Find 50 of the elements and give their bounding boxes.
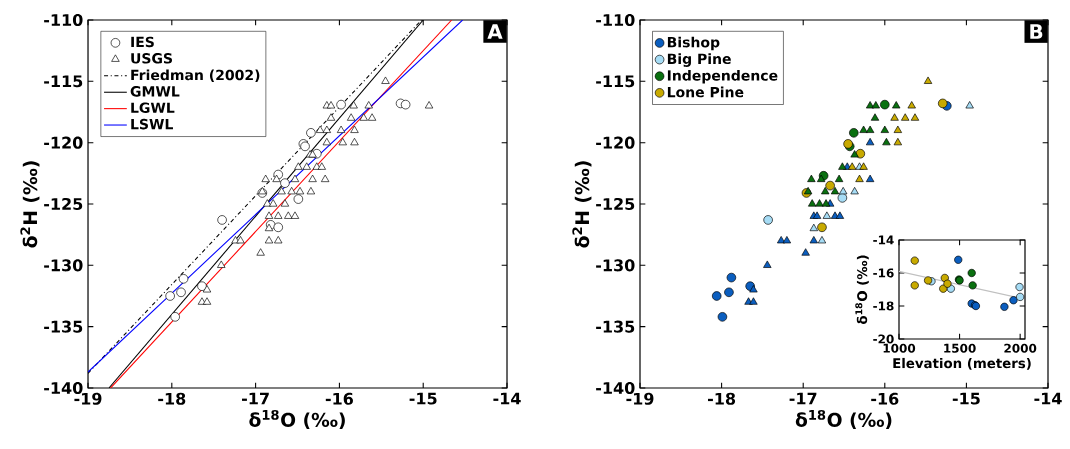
- x-tick-label: -18: [158, 392, 186, 405]
- y-tick-label: -130: [596, 259, 635, 272]
- x-tick-label: -15: [409, 392, 437, 405]
- legend-label: IES: [131, 36, 154, 48]
- y-tick-label: -135: [44, 320, 83, 333]
- y-tick-label: -20: [873, 334, 894, 344]
- legend-label: Lone Pine: [667, 86, 744, 98]
- x-tick-label: -18: [708, 392, 736, 405]
- y-tick-label: -125: [44, 197, 83, 211]
- y-tick-label: -110: [596, 13, 635, 27]
- legend-label: GMWL: [130, 86, 180, 97]
- legend-label: USGS: [131, 53, 173, 64]
- y-tick-label: -130: [44, 259, 83, 272]
- y-tick-label: -140: [44, 381, 83, 395]
- y-tick-label: -120: [596, 136, 635, 149]
- legend-label: LSWL: [131, 118, 173, 130]
- x-tick-label: -17: [789, 392, 817, 405]
- x-tick-label: 1500: [944, 343, 976, 353]
- x-tick-label: -17: [242, 392, 269, 405]
- y-axis-title: δ$^{2}$H (‰): [572, 161, 592, 248]
- legend-label: LGWL: [131, 102, 175, 114]
- annotation: A: [487, 24, 503, 39]
- y-tick-label: -140: [596, 381, 635, 395]
- annotation: B: [1030, 24, 1043, 39]
- legend-label: Big Pine: [667, 53, 731, 67]
- x-tick-label: -15: [952, 392, 980, 405]
- legend-label: Independence: [667, 69, 778, 84]
- x-tick-label: -16: [325, 392, 353, 405]
- legend-label: Bishop: [667, 36, 720, 51]
- y-axis-title: δ$^{18}$O (‰): [855, 255, 869, 324]
- x-axis-title: δ$^{18}$O (‰): [249, 409, 345, 430]
- x-tick-label: -19: [74, 392, 102, 405]
- y-tick-label: -18: [873, 301, 894, 311]
- y-tick-label: -115: [596, 75, 635, 88]
- y-tick-label: -14: [873, 235, 894, 245]
- x-axis-title: δ$^{18}$O (‰): [795, 409, 892, 430]
- x-tick-label: 2000: [1004, 343, 1037, 353]
- y-tick-label: -125: [596, 197, 635, 211]
- x-tick-label: 1000: [883, 343, 916, 353]
- x-axis-title: Elevation (meters): [893, 357, 1031, 370]
- x-tick-label: -19: [626, 392, 654, 405]
- y-tick-label: -135: [596, 320, 635, 333]
- legend-label: Friedman (2002): [131, 69, 260, 82]
- x-tick-label: -14: [1034, 392, 1062, 405]
- x-tick-label: -14: [493, 392, 521, 405]
- y-tick-label: -16: [873, 268, 894, 278]
- y-axis-title: δ$^{2}$H (‰): [20, 161, 40, 248]
- y-tick-label: -120: [44, 136, 83, 149]
- y-tick-label: -110: [44, 13, 83, 27]
- y-tick-label: -115: [44, 75, 83, 88]
